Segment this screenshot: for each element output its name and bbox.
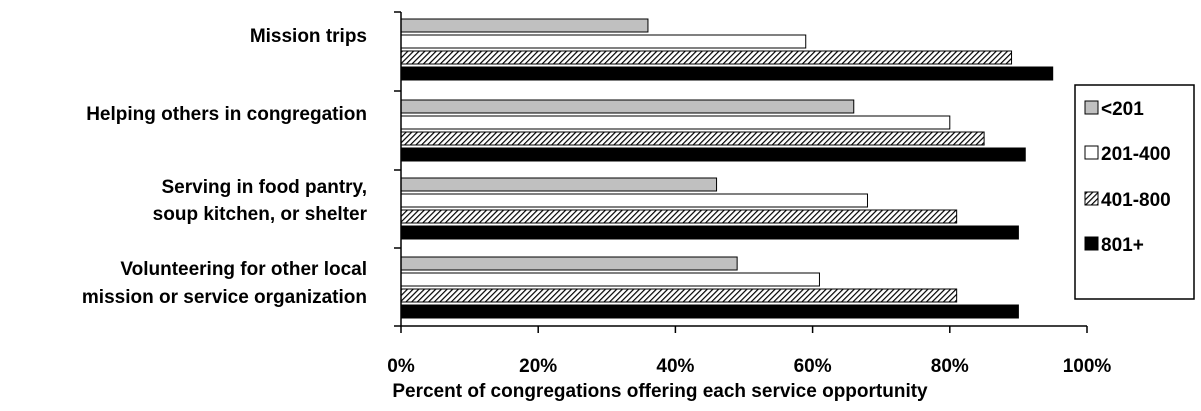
category-label: mission or service organization [82,287,367,308]
axes: 0% 20% 40% 60% 80% 100% Percent of congregatio… [82,11,1112,402]
legend-label: 401-800 [1101,190,1171,211]
x-tick-label: 100% [1063,356,1112,377]
bar-201-400-2 [400,193,868,208]
bar-<201-3 [400,256,738,271]
plot-area [400,18,1054,319]
x-tick-label: 20% [519,356,557,377]
bar-401-800-2 [400,209,958,224]
x-tick-label: 40% [656,356,694,377]
bar-801+-2 [400,225,1019,240]
bar-801+-3 [400,304,1019,319]
bar-801+-0 [400,66,1054,81]
bar-201-400-3 [400,272,820,287]
bar-201-400-1 [400,115,951,130]
legend-swatch [1084,145,1099,160]
x-tick-label: 0% [387,356,415,377]
bar-<201-0 [400,18,649,33]
category-label: Helping others in congregation [86,104,367,125]
legend: <201 201-400 401-800 801+ [1074,84,1195,300]
bar-801+-1 [400,147,1026,162]
bar-401-800-3 [400,288,958,303]
bar-<201-2 [400,177,718,192]
legend-box [1074,84,1195,300]
category-label: Mission trips [250,26,367,47]
legend-label: 801+ [1101,235,1144,256]
bar-201-400-0 [400,34,807,49]
x-tick-label: 80% [931,356,969,377]
x-axis-title: Percent of congregations offering each s… [392,381,928,402]
legend-swatch [1084,100,1099,115]
x-tick-label: 60% [794,356,832,377]
legend-swatch [1084,236,1099,251]
legend-label: 201-400 [1101,144,1171,165]
category-label: Serving in food pantry, [162,177,368,198]
category-label: Volunteering for other local [120,259,367,280]
legend-swatch [1084,191,1099,206]
category-label: soup kitchen, or shelter [153,204,368,225]
bar-401-800-0 [400,50,1013,65]
bar-<201-1 [400,99,855,114]
legend-label: <201 [1101,99,1144,120]
bar-401-800-1 [400,131,985,146]
